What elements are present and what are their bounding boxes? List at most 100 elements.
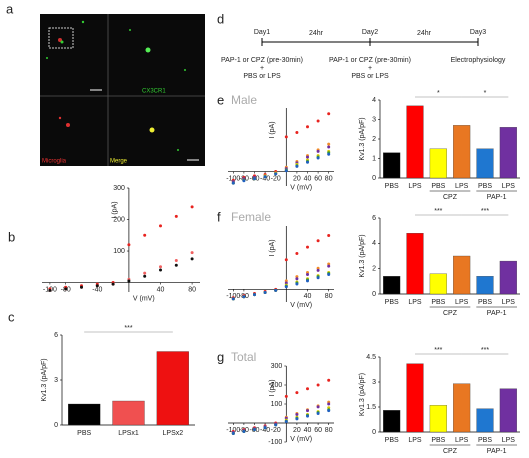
data-point (327, 152, 331, 156)
y-tick-label: 200 (271, 382, 283, 389)
significance-label: *** (434, 347, 442, 354)
x-tick-label: PBS (385, 437, 399, 444)
data-point (231, 297, 235, 301)
micrographs: CX3CR1 Microglia Merge (40, 14, 205, 166)
data-point (274, 288, 278, 292)
data-point (231, 431, 235, 435)
data-point (316, 156, 320, 160)
data-point (284, 279, 288, 283)
x-tick-label: PBS (431, 183, 445, 190)
panel-label: b (8, 229, 15, 244)
x-tick-label: 40 (304, 293, 312, 300)
x-tick-label: PBS (478, 437, 492, 444)
x-tick-label: LPS (408, 299, 422, 306)
data-point (327, 264, 331, 268)
x-tick-label: 60 (314, 175, 322, 182)
y-axis-label: Kv1.3 (pA/pF) (359, 234, 366, 277)
data-point (127, 243, 131, 247)
data-point (274, 423, 278, 427)
x-axis-label: V (mV) (133, 295, 155, 302)
significance-label: *** (434, 208, 442, 215)
data-point (174, 214, 178, 218)
bar (383, 410, 401, 433)
bar (156, 351, 189, 426)
data-point (80, 285, 83, 289)
y-tick-label: 300 (271, 363, 283, 370)
cell (149, 127, 155, 133)
panel-label: f (217, 209, 221, 224)
step-label: PAP-1 or CPZ (pre-30min) (221, 57, 303, 64)
x-tick-label: LPS (502, 183, 516, 190)
image-label: Merge (110, 159, 128, 165)
data-point (253, 428, 256, 432)
data-point (159, 268, 162, 272)
cell (129, 29, 131, 31)
data-point (316, 383, 320, 387)
data-point (295, 277, 299, 281)
data-point (295, 282, 299, 286)
data-point (327, 262, 331, 266)
x-tick-label: LPS (502, 437, 516, 444)
bar (499, 260, 517, 295)
panel-label: d (217, 11, 224, 26)
interval-label: 24hr (417, 30, 432, 37)
x-tick-label: LPS (455, 183, 469, 190)
x-tick-label: PBS (478, 299, 492, 306)
y-tick-label: 0 (372, 291, 376, 298)
x-tick-label: -40 (260, 427, 270, 434)
inset-box (48, 27, 74, 49)
bar (499, 388, 517, 433)
interval-label: 24hr (309, 30, 324, 37)
y-tick-label: 4.5 (366, 354, 376, 361)
day-label: Day1 (254, 29, 270, 36)
group-label: PAP-1 (487, 448, 507, 453)
data-point (295, 251, 299, 255)
x-tick-label: 40 (157, 286, 165, 293)
data-point (143, 233, 147, 237)
bar (453, 383, 471, 433)
bar (429, 148, 447, 179)
y-axis-label: I (pA) (112, 201, 119, 218)
data-point (284, 169, 288, 173)
data-point (284, 281, 288, 285)
y-tick-label: 2 (372, 266, 376, 273)
image-block (40, 14, 205, 166)
x-tick-label: 40 (304, 427, 312, 434)
data-point (295, 275, 299, 279)
significance-label: *** (481, 208, 489, 215)
data-point (111, 282, 115, 286)
bar (383, 152, 401, 179)
x-tick-label: LPSx2 (163, 430, 184, 437)
y-tick-label: 2 (372, 136, 376, 143)
data-point (295, 391, 299, 395)
significance-label: *** (124, 325, 132, 332)
panel-label: g (217, 349, 224, 364)
data-point (295, 164, 299, 168)
panel-label: e (217, 92, 224, 107)
y-tick-label: 0 (54, 422, 58, 429)
y-tick-label: 3 (54, 377, 58, 384)
significance-label: * (437, 90, 440, 97)
x-tick-label: 80 (325, 427, 333, 434)
y-tick-label: 0 (372, 175, 376, 182)
step-label: PBS or LPS (351, 73, 389, 80)
data-point (306, 409, 309, 413)
significance-label: * (484, 90, 487, 97)
bar (429, 273, 447, 295)
bar (68, 403, 101, 426)
data-point (263, 291, 267, 294)
data-point (284, 394, 288, 398)
x-tick-label: PBS (431, 437, 445, 444)
bar (453, 125, 471, 179)
data-point (48, 288, 52, 292)
data-point (327, 409, 331, 413)
data-point (316, 239, 320, 243)
image-label: CX3CR1 (142, 89, 166, 95)
x-tick-label: 20 (293, 175, 301, 182)
data-point (295, 417, 299, 421)
x-tick-label: LPS (455, 437, 469, 444)
x-tick-label: PBS (385, 299, 399, 306)
data-point (284, 135, 288, 139)
bar (499, 127, 517, 179)
